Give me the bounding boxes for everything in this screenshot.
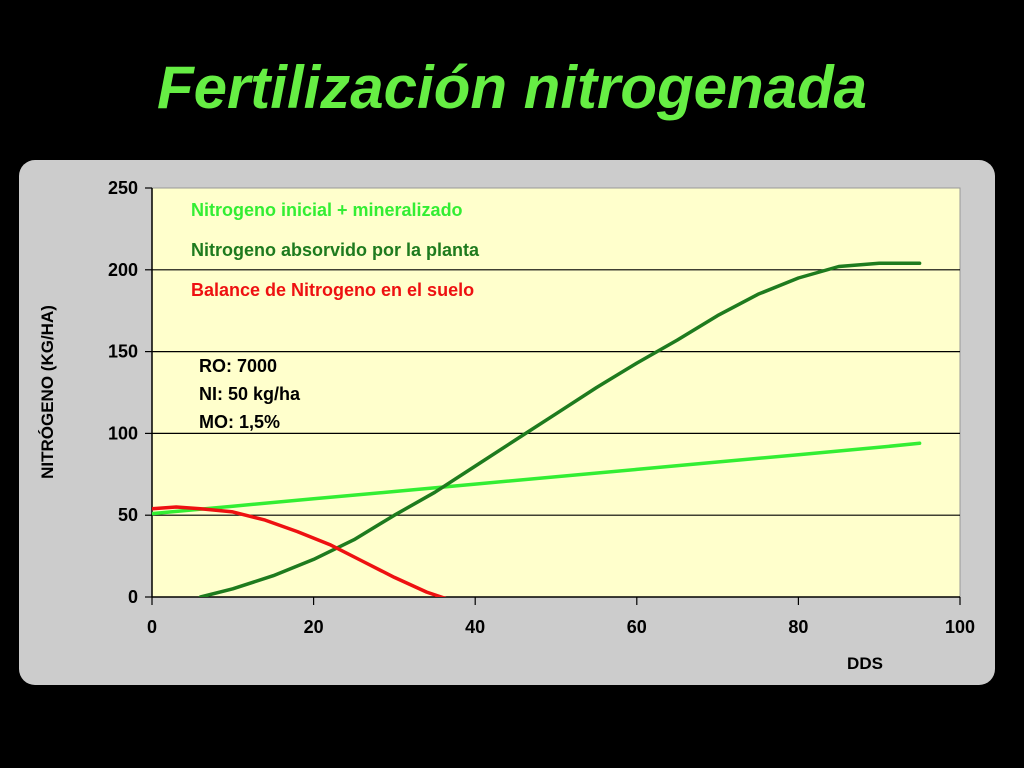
y-tick-label: 200 (108, 260, 138, 280)
parameters-note: RO: 7000 NI: 50 kg/ha MO: 1,5% (199, 356, 301, 432)
nitrogen-chart: 0 50 100 150 200 250 0 20 40 60 80 100 Nitrogeno in… (38, 178, 975, 673)
y-axis-title: NITRÓGENO (KG/HA) (38, 305, 57, 479)
series-line-1 (152, 441, 922, 516)
slide-title: Fertilización nitrogenada (156, 54, 868, 121)
series-line-2 (198, 261, 922, 597)
grid-lines (152, 269, 960, 516)
y-tick-label: 0 (128, 587, 138, 607)
y-tick-label: 250 (108, 178, 138, 198)
legend-entry-1: Nitrogeno inicial + mineralizado (191, 200, 463, 220)
legend-entry-2: Nitrogeno absorvido por la planta (191, 240, 480, 260)
x-tick-label: 0 (147, 617, 157, 637)
y-tick-label: 50 (118, 505, 138, 525)
note-line: NI: 50 kg/ha (199, 384, 301, 404)
note-line: MO: 1,5% (199, 412, 280, 432)
x-tick-label: 100 (945, 617, 975, 637)
legend-entry-3: Balance de Nitrogeno en el suelo (191, 280, 474, 300)
legend: Nitrogeno inicial + mineralizado Nitrogen… (191, 200, 480, 300)
series-lines (152, 261, 922, 597)
x-tick-label: 20 (304, 617, 324, 637)
x-tick-label: 60 (627, 617, 647, 637)
x-tick-label: 40 (465, 617, 485, 637)
axes: 0 50 100 150 200 250 0 20 40 60 80 100 (108, 178, 975, 637)
y-tick-label: 100 (108, 423, 138, 443)
note-line: RO: 7000 (199, 356, 277, 376)
x-tick-label: 80 (788, 617, 808, 637)
chart-panel: 0 50 100 150 200 250 0 20 40 60 80 100 Nitrogeno in… (19, 160, 995, 685)
y-tick-label: 150 (108, 342, 138, 362)
x-axis-title: DDS (847, 654, 883, 673)
series-line-3 (152, 505, 447, 597)
